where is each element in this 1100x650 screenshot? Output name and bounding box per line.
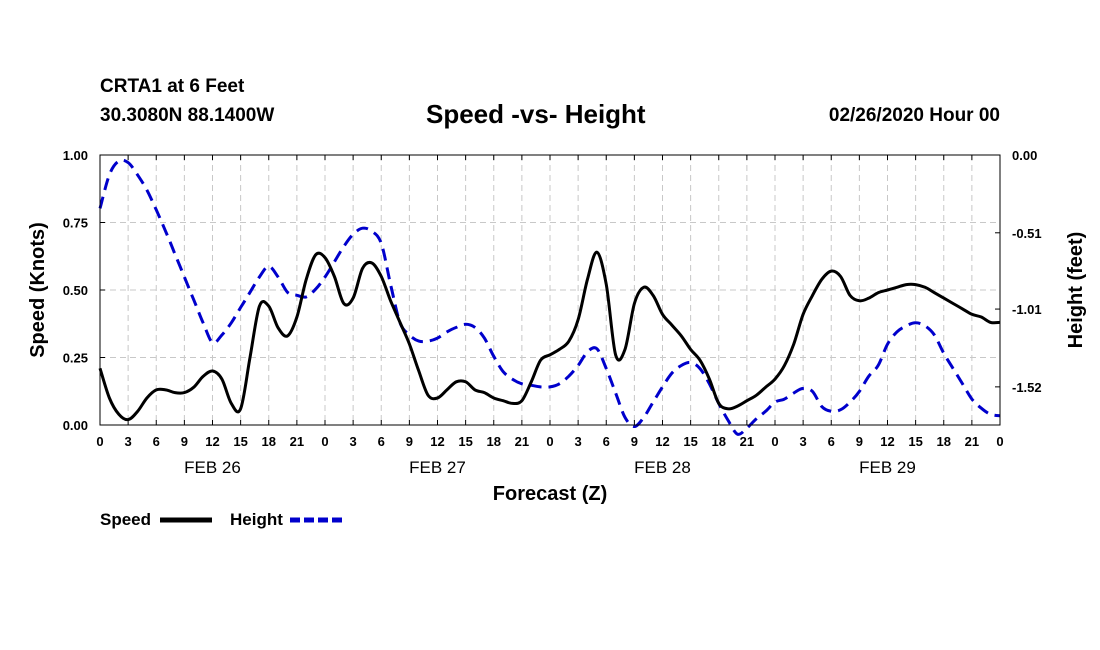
x-tick-label: 3 bbox=[800, 434, 807, 449]
x-tick-label: 0 bbox=[96, 434, 103, 449]
x-tick-label: 12 bbox=[430, 434, 444, 449]
x-tick-label: 9 bbox=[856, 434, 863, 449]
axes: 0 3 6 9 12 15 18 21 0 3 6 9 12 15 18 21 0 3 6 9 12 15 18 21 0 3 6 9… bbox=[63, 148, 1042, 477]
x-tick-label: 18 bbox=[487, 434, 501, 449]
day-label: FEB 27 bbox=[409, 458, 466, 477]
x-tick-label: 21 bbox=[740, 434, 754, 449]
y-tick-label: 0.50 bbox=[63, 283, 88, 298]
x-tick-label: 6 bbox=[603, 434, 610, 449]
day-label: FEB 29 bbox=[859, 458, 916, 477]
legend-speed-label: Speed bbox=[100, 510, 151, 529]
x-tick-label: 12 bbox=[655, 434, 669, 449]
grid bbox=[100, 155, 1000, 425]
x-tick-label: 0 bbox=[771, 434, 778, 449]
x-tick-label: 3 bbox=[125, 434, 132, 449]
y-tick-label: 0.00 bbox=[63, 418, 88, 433]
y-tick-label: 0.25 bbox=[63, 351, 88, 366]
legend: Speed Height bbox=[100, 510, 342, 529]
series-layer bbox=[98, 158, 1001, 436]
x-tick-label: 6 bbox=[153, 434, 160, 449]
x-tick-label: 12 bbox=[880, 434, 894, 449]
y2-tick-label: -1.52 bbox=[1012, 380, 1042, 395]
x-tick-label: 12 bbox=[205, 434, 219, 449]
y-tick-label: 0.75 bbox=[63, 216, 88, 231]
x-tick-label: 3 bbox=[575, 434, 582, 449]
x-tick-label: 15 bbox=[233, 434, 247, 449]
x-tick-label: 0 bbox=[321, 434, 328, 449]
y2-tick-label: 0.00 bbox=[1012, 148, 1037, 163]
station-label: CRTA1 at 6 Feet bbox=[100, 76, 245, 97]
x-tick-label: 15 bbox=[683, 434, 697, 449]
y2-tick-label: -0.51 bbox=[1012, 226, 1042, 241]
x-tick-label: 21 bbox=[290, 434, 304, 449]
x-tick-label: 3 bbox=[350, 434, 357, 449]
x-tick-label: 9 bbox=[631, 434, 638, 449]
x-tick-label: 0 bbox=[996, 434, 1003, 449]
speed-series-line bbox=[98, 250, 1001, 422]
x-tick-label: 0 bbox=[546, 434, 553, 449]
x-tick-label: 18 bbox=[712, 434, 726, 449]
height-series-line bbox=[98, 158, 1001, 436]
day-label: FEB 28 bbox=[634, 458, 691, 477]
x-tick-label: 15 bbox=[908, 434, 922, 449]
x-tick-label: 6 bbox=[378, 434, 385, 449]
coordinates-label: 30.3080N 88.1400W bbox=[100, 105, 275, 126]
chart-title: Speed -vs- Height bbox=[426, 99, 646, 129]
x-tick-label: 6 bbox=[828, 434, 835, 449]
x-tick-label: 18 bbox=[262, 434, 276, 449]
x-tick-label: 9 bbox=[406, 434, 413, 449]
x-axis-title: Forecast (Z) bbox=[493, 483, 607, 505]
y-axis-title: Speed (Knots) bbox=[27, 222, 49, 358]
x-tick-label: 21 bbox=[515, 434, 529, 449]
y-tick-label: 1.00 bbox=[63, 148, 88, 163]
forecast-timestamp: 02/26/2020 Hour 00 bbox=[828, 105, 1000, 126]
x-tick-label: 18 bbox=[937, 434, 951, 449]
legend-height-label: Height bbox=[230, 510, 283, 529]
x-tick-label: 9 bbox=[181, 434, 188, 449]
y2-axis-title: Height (feet) bbox=[1065, 232, 1087, 349]
x-tick-label: 21 bbox=[965, 434, 979, 449]
day-label: FEB 26 bbox=[184, 458, 241, 477]
x-tick-label: 15 bbox=[458, 434, 472, 449]
y2-tick-label: -1.01 bbox=[1012, 302, 1042, 317]
